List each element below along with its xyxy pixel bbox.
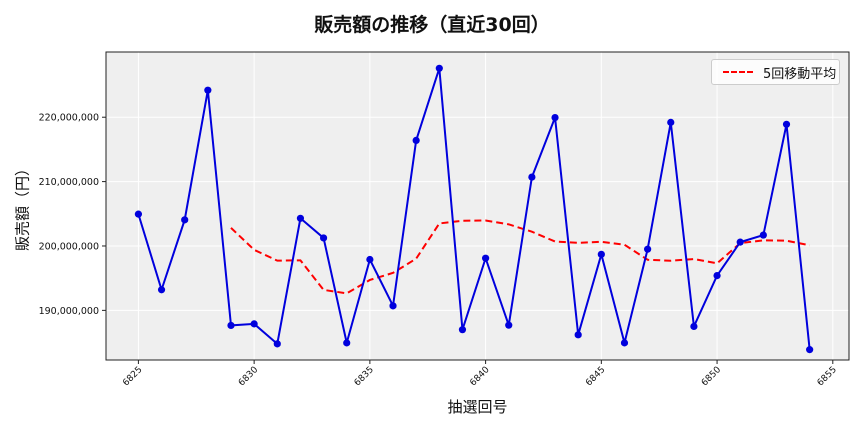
x-axis-label: 抽選回号 bbox=[447, 398, 508, 416]
data-point-marker bbox=[273, 340, 281, 348]
x-tick-label: 6835 bbox=[353, 365, 376, 388]
data-point-marker bbox=[551, 113, 559, 122]
data-point-marker bbox=[343, 339, 351, 347]
data-point-marker bbox=[713, 271, 721, 280]
data-point-marker bbox=[389, 302, 397, 310]
data-point-marker bbox=[667, 118, 675, 126]
data-point-marker bbox=[227, 321, 235, 330]
data-point-marker bbox=[806, 346, 814, 354]
data-point-marker bbox=[620, 339, 629, 347]
legend: 5回移動平均 bbox=[711, 59, 840, 85]
moving-average-line bbox=[230, 219, 810, 295]
x-tick-label: 6840 bbox=[468, 365, 491, 388]
data-point-marker bbox=[574, 331, 582, 339]
data-point-marker bbox=[157, 286, 166, 294]
legend-label-moving-average: 5回移動平均 bbox=[763, 66, 837, 82]
y-tick-label: 200,000,000 bbox=[39, 241, 99, 252]
data-point-marker bbox=[597, 250, 605, 258]
x-tick-label: 6845 bbox=[584, 365, 607, 388]
grid-lines bbox=[106, 52, 849, 360]
data-point-marker bbox=[134, 210, 143, 218]
data-point-marker bbox=[181, 216, 189, 224]
data-point-marker bbox=[296, 214, 305, 222]
plot-frame bbox=[105, 51, 850, 361]
moving-average-path bbox=[230, 219, 810, 295]
data-point-marker bbox=[204, 86, 212, 94]
x-axis-ticks: 6825 6830 6835 6840 6845 6850 6855 bbox=[121, 360, 839, 388]
data-point-marker bbox=[736, 238, 744, 246]
data-point-marker bbox=[644, 245, 652, 253]
x-tick-label: 6850 bbox=[700, 365, 723, 388]
legend-dashed-line-icon bbox=[723, 71, 753, 73]
sales-line-path bbox=[137, 67, 811, 350]
data-point-marker bbox=[412, 136, 420, 144]
data-point-marker bbox=[250, 320, 258, 328]
chart-title: 販売額の推移（直近30回） bbox=[314, 14, 550, 36]
data-point-marker bbox=[782, 120, 791, 128]
data-point-marker bbox=[435, 64, 443, 72]
plot-background bbox=[106, 52, 849, 360]
data-point-marker bbox=[366, 255, 374, 264]
data-point-marker bbox=[690, 322, 698, 331]
x-tick-label: 6830 bbox=[237, 365, 260, 388]
y-tick-label: 210,000,000 bbox=[39, 177, 99, 188]
y-tick-label: 190,000,000 bbox=[39, 306, 99, 317]
data-point-marker bbox=[528, 173, 536, 181]
y-axis-label: 販売額（円） bbox=[13, 160, 32, 252]
sales-line-series bbox=[134, 64, 814, 354]
x-tick-label: 6855 bbox=[816, 365, 839, 388]
data-point-marker bbox=[458, 326, 467, 334]
y-tick-label: 220,000,000 bbox=[39, 113, 99, 124]
data-point-marker bbox=[319, 234, 328, 242]
x-tick-label: 6825 bbox=[121, 365, 144, 388]
y-axis-ticks: 190,000,000 200,000,000 210,000,000 220,000… bbox=[39, 113, 106, 317]
data-point-marker bbox=[759, 231, 767, 239]
data-point-marker bbox=[482, 254, 490, 262]
data-point-marker bbox=[505, 321, 513, 329]
